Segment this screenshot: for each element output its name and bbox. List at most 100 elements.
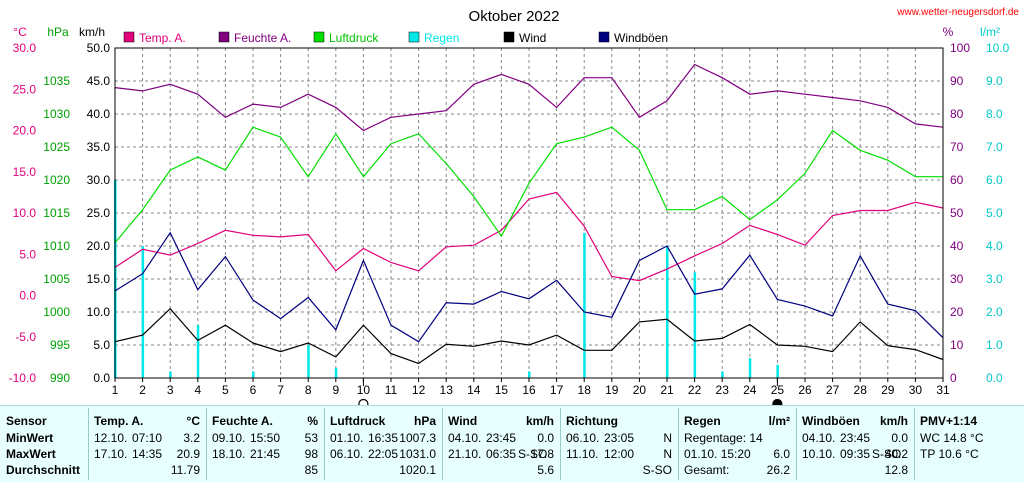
wind-axis-tick-label: 5.0: [93, 338, 110, 352]
gusts-max-date: 10.10.: [802, 447, 836, 461]
source-link[interactable]: www.wetter-neugersdorf.de: [896, 7, 1019, 18]
humidity-avg-value: 85: [304, 463, 318, 477]
x-tick-label: 12: [412, 383, 426, 397]
direction-min-value: N: [663, 431, 672, 445]
x-tick-label: 20: [633, 383, 647, 397]
legend-swatch: [408, 31, 420, 43]
series-line-wind: [114, 307, 944, 365]
gusts-max-time: 09:35: [840, 447, 871, 461]
pressure-axis-tick-label: 1005: [43, 272, 70, 286]
wind-axis-tick-label: 20.0: [87, 239, 111, 253]
rain-bar: [169, 371, 172, 378]
x-tick-label: 21: [660, 383, 674, 397]
x-tick-label: 1: [112, 383, 119, 397]
axis-labels: 1 2 3 4 5 6 7 8 9 10 11 12 13 14 15 16 17 18 19 20 21 22 23 24 2…: [9, 25, 1010, 397]
rain-axis-tick-label: 2.0: [986, 305, 1003, 319]
humidity-max-time: 21:45: [250, 447, 281, 461]
gusts-max-dir: S-SO: [872, 447, 902, 461]
rain-axis-tick-label: 9.0: [986, 74, 1003, 88]
wind-axis-tick-label: 15.0: [87, 272, 111, 286]
temp-max-time: 14:35: [132, 447, 163, 461]
wind-max-value: 17.8: [530, 447, 554, 461]
temp-axis-tick-label: 5.0: [19, 247, 36, 261]
rain-bar: [528, 371, 531, 378]
humidity-unit: %: [307, 414, 318, 428]
temp-max-value: 20.9: [176, 447, 200, 461]
temp-axis-tick-label: -5.0: [15, 330, 36, 344]
temp-axis-unit: °C: [13, 25, 27, 39]
rain-max-date: 01.10. 15:20: [684, 447, 751, 461]
gusts-unit: km/h: [879, 414, 908, 428]
rain-bar: [666, 246, 669, 378]
direction-avg-value: S-SO: [642, 463, 672, 477]
rain-box: Regen l/m² Regentage: 14 01.10. 15:20 6.0 …: [678, 406, 796, 482]
temp-unit: °C: [186, 414, 200, 428]
pressure-axis-tick-label: 990: [50, 371, 70, 385]
temp-avg-value: 11.79: [170, 463, 200, 477]
wind-axis-tick-label: 30.0: [87, 173, 111, 187]
humidity-axis-tick-label: 40: [950, 239, 964, 253]
humidity-box: Feuchte A.% 09.10. 15:50 53 18.10. 21:45 98 …: [206, 406, 324, 482]
x-tick-label: 18: [578, 383, 592, 397]
temp-min-date: 12.10.: [94, 431, 128, 445]
rain-axis-tick-label: 1.0: [986, 338, 1003, 352]
weather-chart: 1 2 3 4 5 6 7 8 9 10 11 12 13 14 15 16 17 18 19 20 21 22 23 24 2…: [9, 7, 1019, 405]
x-tick-label: 17: [550, 383, 564, 397]
sensor-title: Sensor: [6, 414, 47, 428]
legend-swatch: [313, 31, 325, 43]
series-line-feuchte-a: [114, 63, 944, 132]
rain-axis-tick-label: 8.0: [986, 107, 1003, 121]
rain-bar: [776, 364, 779, 378]
full-moon-icon: [772, 398, 783, 405]
x-tick-label: 30: [909, 383, 923, 397]
wind-box: Wind km/h 04.10. 23:45 0.0 21.10. 06:35 S-SO 1…: [442, 406, 560, 482]
wind-axis-tick-label: 10.0: [87, 305, 111, 319]
wind-axis-tick-label: 50.0: [87, 41, 111, 55]
rain-axis-tick-label: 3.0: [986, 272, 1003, 286]
rain-bar: [141, 246, 145, 378]
rain-axis-tick-label: 10.0: [986, 41, 1010, 55]
pressure-unit: hPa: [413, 414, 436, 428]
wind-axis-tick-label: 0.0: [93, 371, 110, 385]
humidity-axis-tick-label: 100: [950, 41, 970, 55]
temp-axis-tick-label: 10.0: [13, 206, 37, 220]
rain-axis-unit: l/m²: [980, 25, 1000, 39]
x-tick-label: 3: [167, 383, 174, 397]
humidity-min-date: 09.10.: [212, 431, 246, 445]
pressure-min-value: 1007.3: [399, 431, 436, 445]
wind-max-time: 06:35: [486, 447, 517, 461]
direction-title: Richtung: [566, 414, 618, 428]
pressure-axis-unit: hPa: [47, 25, 69, 39]
x-tick-label: 11: [385, 383, 398, 397]
legend-label: Windböen: [614, 31, 668, 45]
x-tick-label: 25: [771, 383, 785, 397]
pressure-axis-tick-label: 995: [50, 338, 70, 352]
pressure-axis-tick-label: 1025: [43, 140, 70, 154]
rain-bar: [721, 371, 724, 378]
temp-axis-tick-label: 30.0: [13, 41, 37, 55]
sensor-box: Sensor MinWert MaxWert Durchschnitt: [0, 406, 88, 482]
wind-unit: km/h: [525, 414, 554, 428]
x-tick-label: 10: [357, 383, 371, 397]
wind-min-value: 0.0: [537, 431, 554, 445]
wind-max-dir: S-SO: [518, 447, 548, 461]
rain-bar: [693, 272, 697, 378]
temp-min-value: 3.2: [183, 431, 200, 445]
legend-label: Wind: [519, 31, 546, 45]
stats-panel: Sensor MinWert MaxWert Durchschnitt Temp…: [0, 405, 1024, 482]
pressure-title: Luftdruck: [330, 414, 386, 428]
humidity-min-value: 53: [304, 431, 318, 445]
axes: [114, 47, 944, 405]
pressure-avg-value: 1020.1: [399, 463, 436, 477]
rain-bar: [196, 325, 200, 378]
direction-max-time: 12:00: [604, 447, 635, 461]
row-label-avg: Durchschnitt: [6, 463, 81, 477]
pressure-max-time: 22:05: [368, 447, 399, 461]
temp-title: Temp. A.: [94, 414, 144, 428]
humidity-min-time: 15:50: [250, 431, 281, 445]
temp-box: Temp. A. °C 12.10. 07:10 3.2 17.10. 14:35 20.…: [88, 406, 206, 482]
humidity-axis-tick-label: 60: [950, 173, 964, 187]
humidity-max-date: 18.10.: [212, 447, 246, 461]
x-tick-label: 6: [250, 383, 257, 397]
humidity-axis-tick-label: 10: [950, 338, 964, 352]
